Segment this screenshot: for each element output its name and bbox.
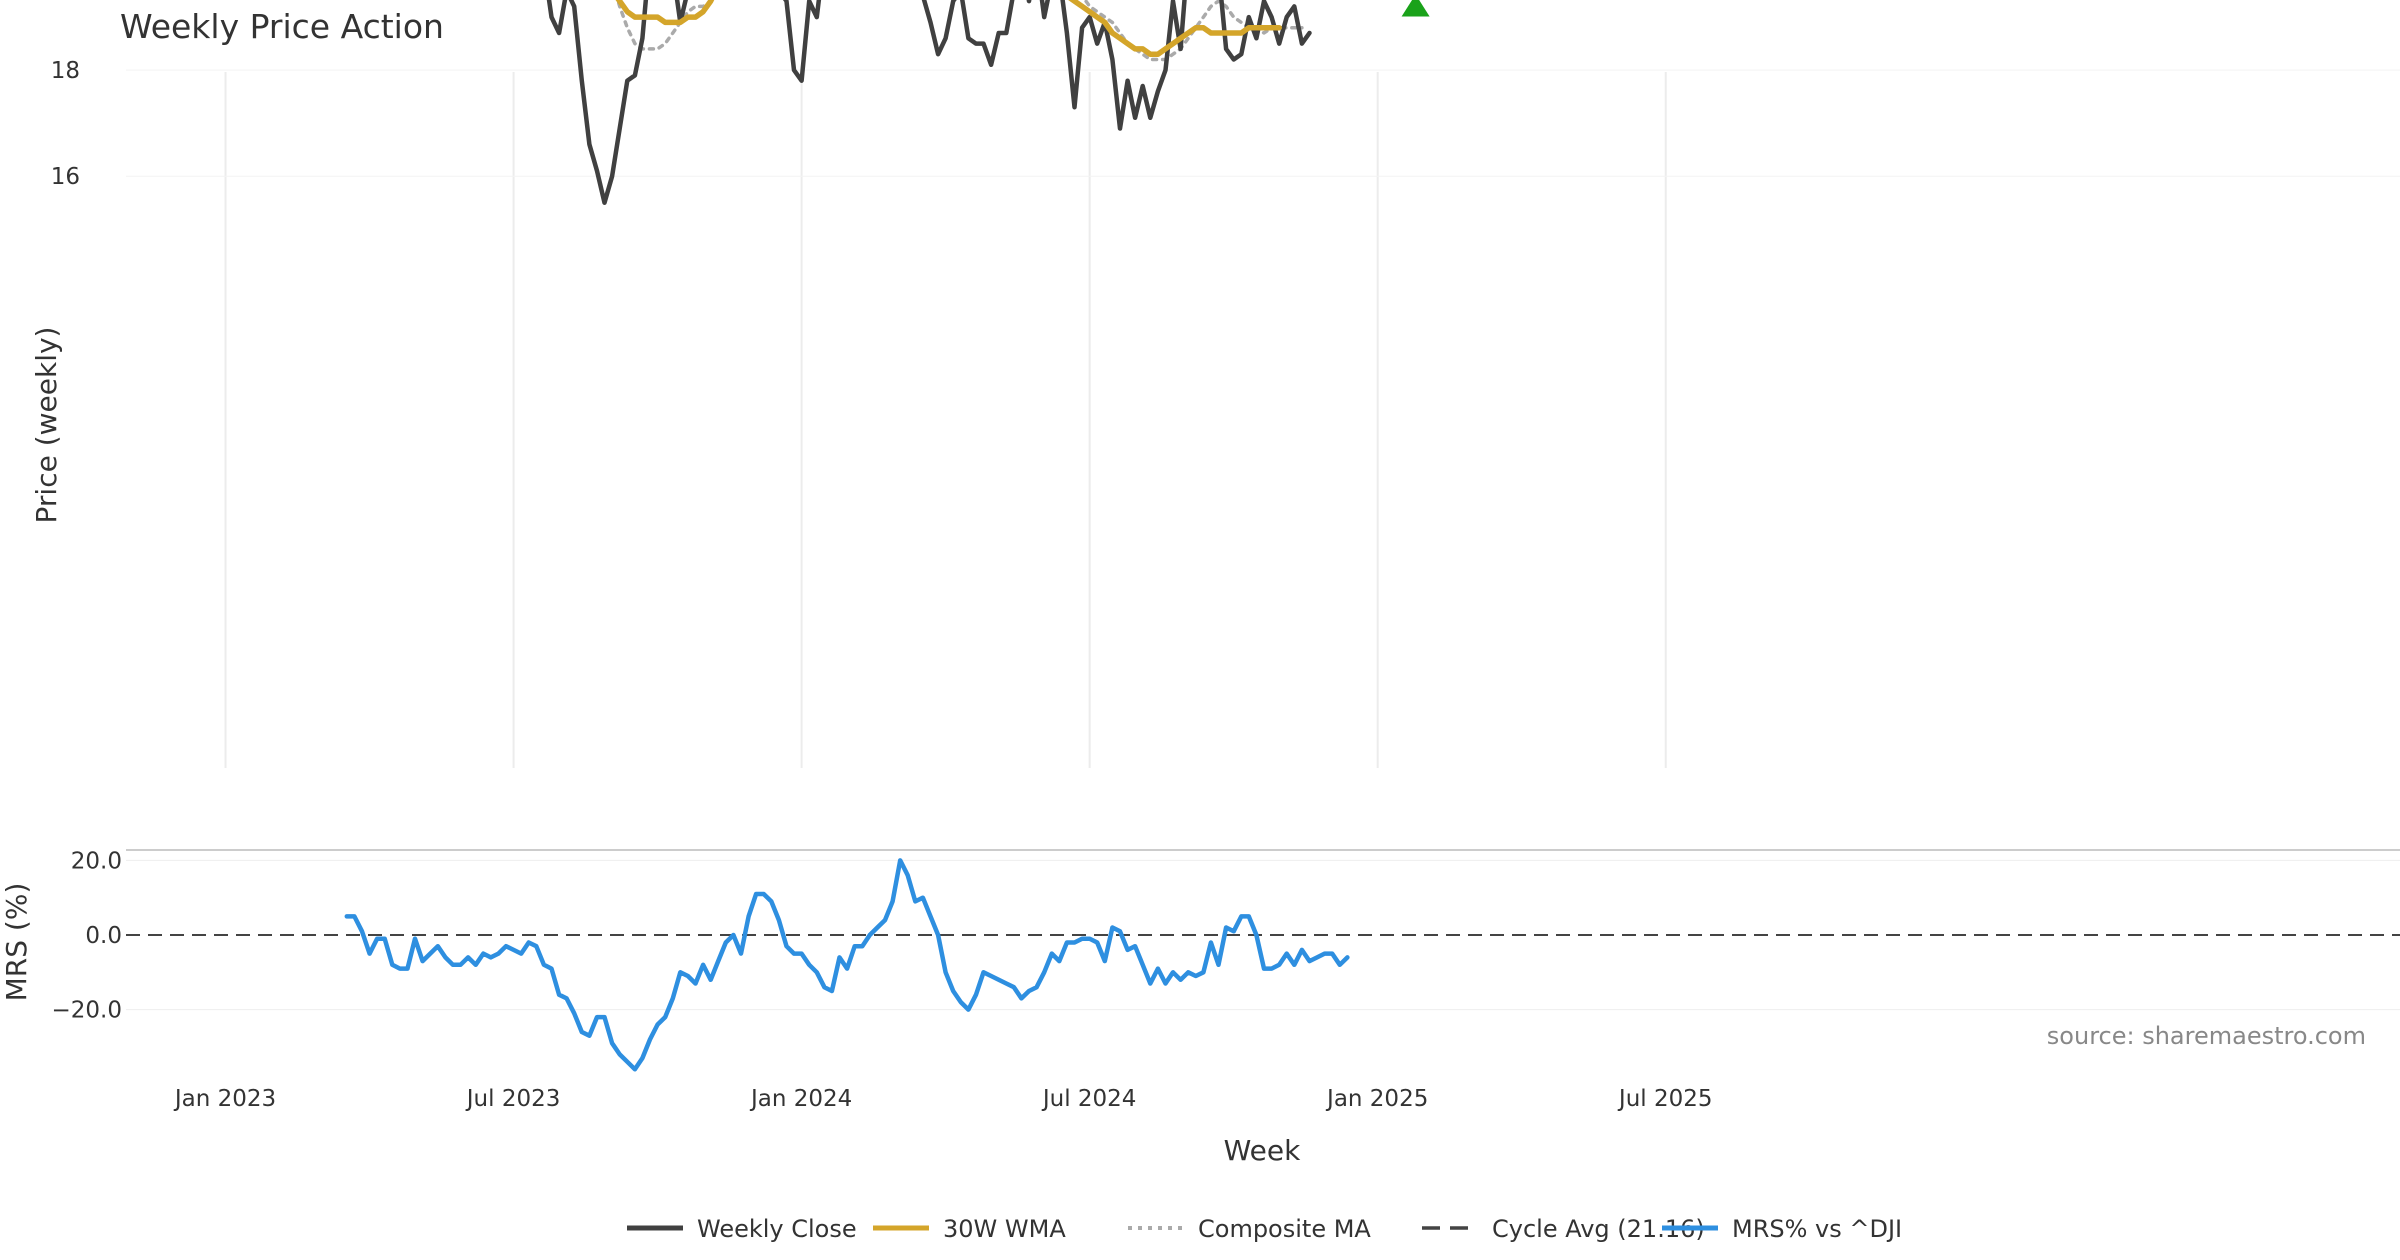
x-tick-label: Jul 2023 <box>465 1086 561 1112</box>
y-tick-label-upper: 16 <box>51 164 80 190</box>
legend-label: 30W WMA <box>943 1215 1066 1243</box>
lower-grid <box>126 849 2400 1011</box>
x-tick-label: Jul 2025 <box>1617 1086 1713 1112</box>
y-tick-label-upper: 18 <box>51 58 80 84</box>
legend-label: MRS% vs ^DJI <box>1732 1215 1902 1243</box>
buy-signal-marker <box>1401 0 1430 17</box>
chart-title: Weekly Price Action <box>120 7 444 46</box>
x-tick-label: Jul 2024 <box>1041 1086 1137 1112</box>
y-tick-label-lower: −20.0 <box>52 998 122 1024</box>
legend-label: Weekly Close <box>697 1215 857 1243</box>
x-tick-label: Jan 2025 <box>1325 1086 1428 1112</box>
mrs-line <box>344 858 1350 1072</box>
legend: Weekly Close 30W WMA Composite MA Cycle Avg… <box>627 1215 1902 1243</box>
y-tick-label-lower: 0.0 <box>85 923 122 949</box>
axes-layer: Jan 2023 Jul 2023 Jan 2024 Jul 2024 Jan 2025… <box>51 58 1713 1112</box>
signals-layer <box>1401 0 1430 17</box>
wma-30w-line <box>615 0 1282 57</box>
x-tick-label: Jan 2023 <box>173 1086 276 1112</box>
y-tick-label-lower: 20.0 <box>71 848 122 874</box>
y-axis-title-upper: Price (weekly) <box>30 327 63 524</box>
x-axis-title: Week <box>1224 1134 1301 1167</box>
upper-grid <box>126 69 2400 768</box>
source-annotation: source: sharemaestro.com <box>2047 1022 2366 1050</box>
legend-label: Composite MA <box>1198 1215 1371 1243</box>
x-tick-label: Jan 2024 <box>749 1086 852 1112</box>
weekly-close-line <box>546 0 1312 205</box>
series-layer <box>344 0 1350 1072</box>
y-axis-title-lower: MRS (%) <box>0 883 33 1002</box>
